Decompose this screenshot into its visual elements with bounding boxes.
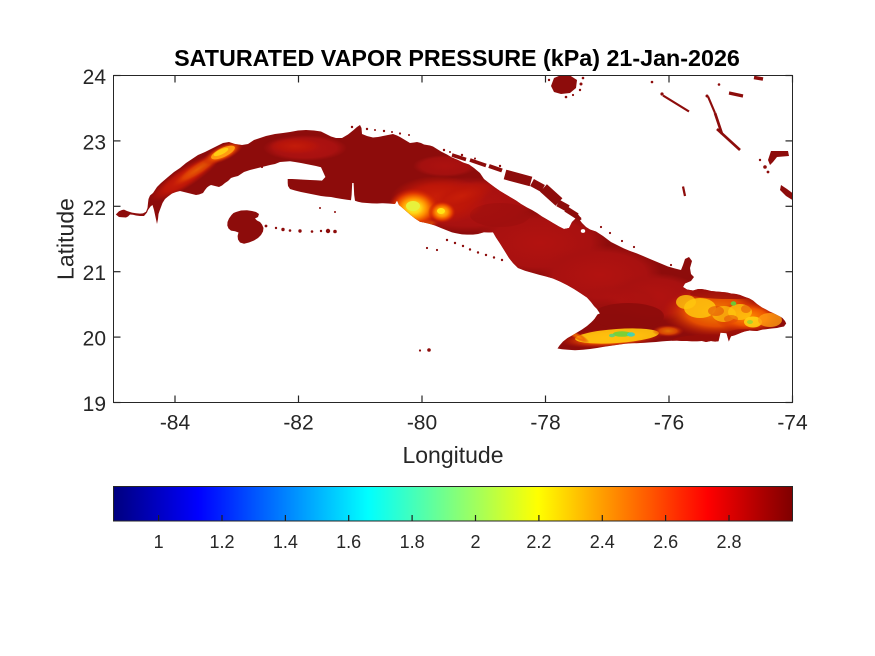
svg-text:22: 22 [83,197,106,220]
svg-text:1.8: 1.8 [400,532,425,552]
svg-text:-76: -76 [654,412,684,435]
svg-text:24: 24 [83,66,107,89]
svg-text:-78: -78 [530,412,560,435]
svg-text:Longitude: Longitude [402,442,503,468]
svg-text:-80: -80 [407,412,437,435]
svg-text:2: 2 [470,532,480,552]
svg-text:19: 19 [83,393,106,416]
svg-text:1.2: 1.2 [209,532,234,552]
svg-text:1.4: 1.4 [273,532,298,552]
svg-text:20: 20 [83,328,106,351]
svg-text:-84: -84 [160,412,191,435]
svg-text:-74: -74 [777,412,808,435]
svg-text:1.6: 1.6 [336,532,361,552]
svg-text:Latitude: Latitude [53,198,79,280]
svg-text:2.8: 2.8 [716,532,741,552]
svg-text:2.2: 2.2 [526,532,551,552]
svg-text:SATURATED VAPOR PRESSURE (kPa): SATURATED VAPOR PRESSURE (kPa) 21-Jan-20… [174,45,740,71]
svg-text:2.6: 2.6 [653,532,678,552]
svg-text:21: 21 [83,262,106,285]
svg-text:-82: -82 [283,412,313,435]
svg-text:1: 1 [154,532,164,552]
svg-text:2.4: 2.4 [590,532,615,552]
svg-text:23: 23 [83,131,106,154]
